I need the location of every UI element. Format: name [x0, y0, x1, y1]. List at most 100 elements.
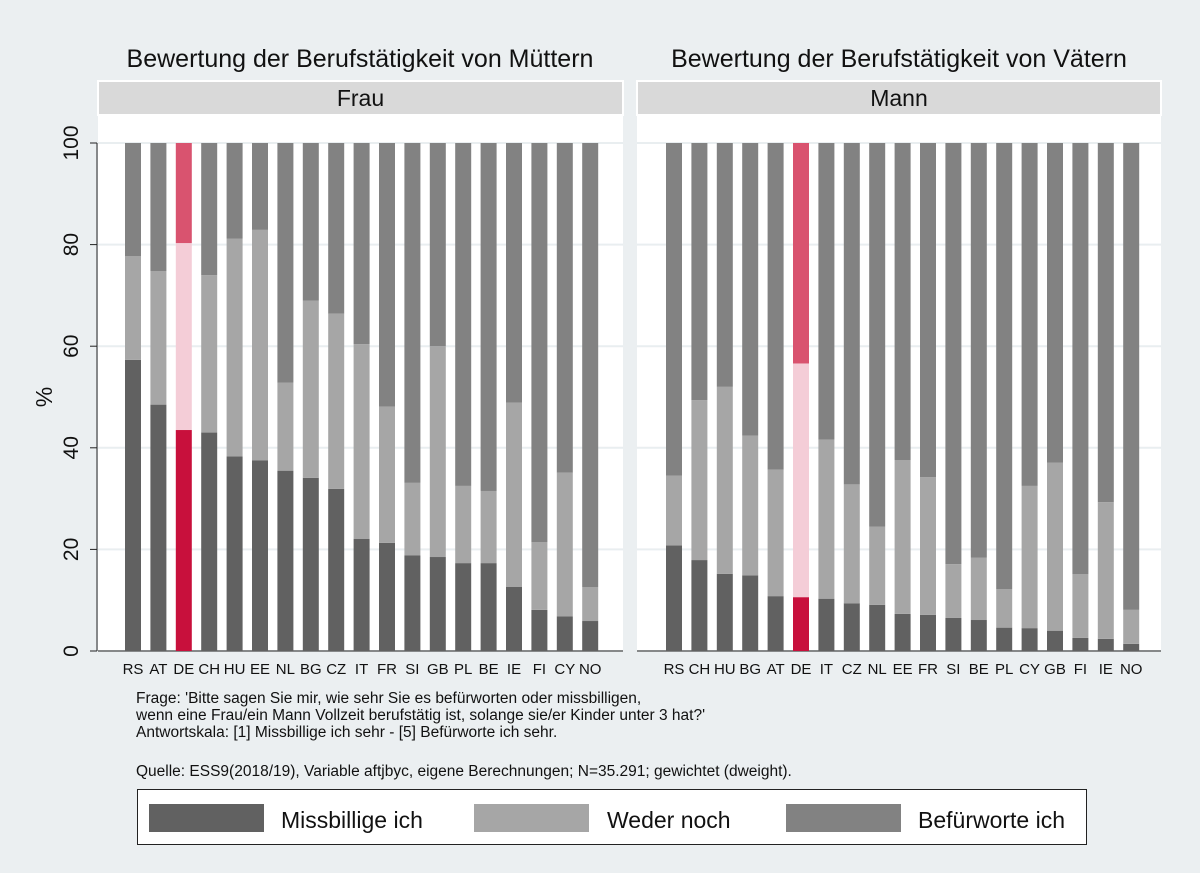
bar-missbillige-ie — [506, 586, 522, 651]
bar-weder-noch-bg — [302, 300, 319, 478]
bar-missbillige-fr — [379, 542, 395, 651]
bar-missbillige-be — [480, 563, 497, 651]
bar-weder-noch-cz — [843, 484, 860, 604]
bar-missbillige-hu — [226, 456, 243, 651]
bar-weder-noch-cz — [328, 313, 345, 489]
bar-missbillige-ch — [201, 432, 218, 651]
bar-missbillige-ee — [252, 460, 268, 651]
bar-weder-noch-ch — [691, 400, 708, 561]
bar-missbillige-pl — [455, 563, 472, 651]
x-tick-label: IT — [355, 661, 368, 678]
panel-title: Bewertung der Berufstätigkeit von Mütter… — [127, 45, 594, 73]
bar-weder-noch-fr — [379, 406, 395, 543]
y-axis-title: % — [31, 387, 57, 407]
bar-befuerworte-be — [480, 143, 497, 491]
bar-weder-noch-hu — [716, 386, 733, 574]
bar-befuerworte-nl — [869, 143, 886, 527]
x-tick-label: PL — [454, 661, 472, 678]
bar-weder-noch-si — [404, 482, 421, 556]
bar-weder-noch-pl — [996, 589, 1013, 628]
bar-weder-noch-si — [945, 564, 962, 618]
bar-weder-noch-ee — [252, 229, 268, 461]
x-tick-label: FI — [1074, 661, 1087, 678]
x-tick-label: FI — [533, 661, 546, 678]
bar-missbillige-cz — [328, 488, 345, 651]
bar-missbillige-ie — [1097, 638, 1114, 651]
bar-befuerworte-fr — [379, 143, 395, 407]
bar-befuerworte-de — [793, 143, 809, 364]
bar-missbillige-rs — [125, 359, 141, 651]
bar-befuerworte-fr — [920, 143, 936, 478]
bar-missbillige-nl — [277, 470, 294, 651]
x-tick-label: SI — [405, 661, 419, 678]
facet-strip — [97, 80, 624, 116]
x-tick-label: BE — [479, 661, 499, 678]
bar-weder-noch-it — [353, 344, 370, 539]
bar-weder-noch-no — [1123, 609, 1140, 644]
bar-missbillige-ch — [691, 560, 708, 651]
bar-missbillige-cy — [556, 616, 573, 651]
bar-missbillige-de — [175, 430, 192, 651]
bar-missbillige-it — [818, 598, 835, 651]
bar-missbillige-fi — [531, 609, 548, 651]
bar-weder-noch-ie — [506, 402, 522, 587]
bar-weder-noch-at — [150, 271, 167, 405]
x-tick-label: DE — [791, 661, 812, 678]
note-frage-line2: wenn eine Frau/ein Mann Vollzeit berufst… — [136, 707, 706, 724]
bar-weder-noch-fi — [531, 542, 548, 610]
bar-missbillige-si — [404, 555, 421, 651]
legend-label-weder-noch: Weder noch — [607, 807, 731, 833]
bar-befuerworte-nl — [277, 143, 294, 383]
bar-befuerworte-no — [1123, 143, 1140, 610]
x-tick-label: IE — [1099, 661, 1113, 678]
bar-befuerworte-si — [945, 143, 962, 565]
bar-befuerworte-fi — [1072, 143, 1089, 575]
x-tick-label: IE — [507, 661, 521, 678]
x-tick-label: RS — [664, 661, 685, 678]
bar-befuerworte-ee — [252, 143, 268, 230]
bar-weder-noch-be — [480, 490, 497, 564]
x-tick-label: PL — [995, 661, 1013, 678]
legend-swatch-befuerworte — [786, 804, 901, 832]
bar-missbillige-ee — [894, 613, 911, 651]
x-tick-label: HU — [714, 661, 736, 678]
note-frage-line1: Frage: 'Bitte sagen Sie mir, wie sehr Si… — [136, 690, 642, 707]
bar-weder-noch-hu — [226, 238, 243, 457]
x-tick-label: AT — [767, 661, 785, 678]
x-tick-label: BG — [300, 661, 322, 678]
x-tick-label: CY — [1019, 661, 1040, 678]
x-tick-label: BG — [739, 661, 761, 678]
facet-strip-label: Frau — [337, 85, 384, 111]
note-quelle: Quelle: ESS9(2018/19), Variable aftjbyc,… — [136, 763, 792, 780]
bar-befuerworte-pl — [996, 143, 1013, 590]
x-tick-label: GB — [427, 661, 449, 678]
bar-missbillige-bg — [742, 575, 759, 651]
bar-befuerworte-ch — [691, 143, 708, 401]
bar-weder-noch-ie — [1097, 502, 1114, 639]
bar-missbillige-no — [582, 621, 599, 651]
bar-weder-noch-cy — [556, 472, 573, 617]
bar-befuerworte-cz — [843, 143, 860, 485]
bar-missbillige-gb — [1047, 630, 1063, 651]
x-tick-label: FR — [377, 661, 397, 678]
bar-weder-noch-rs — [666, 475, 682, 546]
bar-weder-noch-gb — [1047, 462, 1063, 631]
x-tick-label: CH — [198, 661, 220, 678]
bar-missbillige-no — [1123, 643, 1140, 651]
bar-befuerworte-rs — [125, 143, 141, 257]
x-tick-label: IT — [820, 661, 833, 678]
x-tick-label: AT — [149, 661, 167, 678]
legend-label-missbillige: Missbillige ich — [281, 807, 423, 833]
bar-befuerworte-at — [150, 143, 167, 272]
bar-befuerworte-cz — [328, 143, 345, 314]
bar-weder-noch-ch — [201, 275, 218, 433]
bar-befuerworte-gb — [1047, 143, 1063, 463]
bar-befuerworte-fi — [531, 143, 548, 543]
bar-befuerworte-it — [353, 143, 370, 345]
bar-missbillige-cz — [843, 603, 860, 651]
bar-missbillige-bg — [302, 477, 319, 651]
bar-weder-noch-fi — [1072, 574, 1089, 638]
bar-weder-noch-rs — [125, 256, 141, 360]
bar-weder-noch-cy — [1021, 485, 1038, 629]
bar-weder-noch-de — [175, 243, 192, 431]
